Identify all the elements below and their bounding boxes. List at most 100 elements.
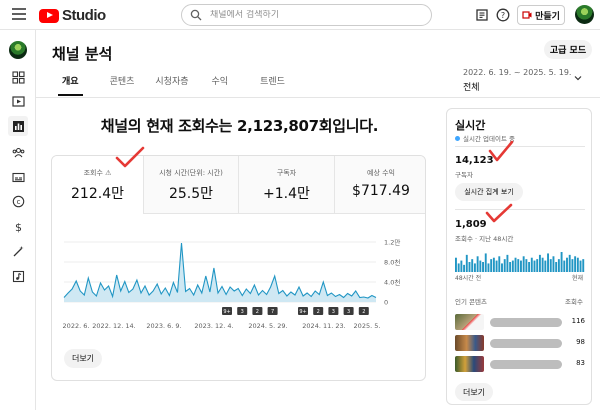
popular-item[interactable]: 83 bbox=[455, 356, 585, 372]
metric-value: 212.4만 bbox=[71, 186, 124, 202]
dashboard-icon bbox=[11, 70, 25, 84]
realtime-bar bbox=[476, 256, 479, 272]
checkmark-annotation-icon bbox=[485, 203, 513, 223]
realtime-bar bbox=[457, 263, 460, 272]
checkmark-annotation-icon bbox=[115, 146, 145, 168]
event-marker[interactable]: 9+ bbox=[222, 307, 232, 315]
search-box[interactable] bbox=[181, 4, 432, 26]
sidebar-item-content[interactable] bbox=[8, 91, 28, 111]
metric-tab-views[interactable]: 조회수 ⚠ 212.4만 bbox=[52, 156, 144, 214]
search-input[interactable] bbox=[210, 10, 410, 20]
chevron-down-icon[interactable] bbox=[574, 74, 582, 82]
y-tick-label: 4.0천 bbox=[384, 278, 400, 287]
tab-audience[interactable]: 시청자층 bbox=[155, 77, 189, 87]
sidebar: c $ bbox=[0, 30, 36, 410]
sidebar-item-copyright[interactable]: c bbox=[8, 191, 28, 211]
metric-label: 시청 시간(단위: 시간) bbox=[159, 169, 223, 177]
sidebar-item-subtitles[interactable] bbox=[8, 167, 28, 187]
realtime-bar bbox=[568, 254, 571, 272]
event-marker[interactable]: 3 bbox=[237, 307, 248, 315]
x-tick-label: 2022. 12. 14. bbox=[92, 322, 135, 330]
live-count-button[interactable]: 실시간 집계 보기 bbox=[455, 183, 523, 201]
account-avatar[interactable] bbox=[575, 5, 594, 24]
tab-overview[interactable]: 개요 bbox=[58, 74, 83, 96]
tab-content[interactable]: 콘텐츠 bbox=[109, 77, 135, 87]
tab-revenue[interactable]: 수익 bbox=[211, 77, 229, 87]
realtime-more-button[interactable]: 더보기 bbox=[455, 383, 493, 401]
realtime-bar bbox=[538, 254, 541, 272]
event-marker[interactable]: 2 bbox=[358, 307, 369, 315]
youtube-play-icon bbox=[39, 8, 59, 23]
svg-text:2: 2 bbox=[256, 309, 259, 315]
popular-views-header: 조회수 bbox=[565, 298, 583, 306]
sidebar-item-audio-library[interactable] bbox=[8, 266, 28, 286]
event-marker[interactable]: 3 bbox=[343, 307, 354, 315]
x-tick-label: 2023. 12. 4. bbox=[194, 322, 233, 330]
sidebar-item-customization[interactable] bbox=[8, 241, 28, 261]
create-button[interactable]: 만들기 bbox=[517, 5, 565, 25]
monetization-icon: $ bbox=[15, 221, 22, 233]
channel-avatar[interactable] bbox=[9, 41, 27, 59]
metric-tab-watch-time[interactable]: 시청 시간(단위: 시간) 25.5만 bbox=[144, 156, 239, 214]
studio-logo[interactable]: Studio bbox=[39, 7, 106, 24]
realtime-bar bbox=[579, 260, 582, 272]
overview-more-button[interactable]: 더보기 bbox=[64, 349, 102, 368]
event-marker[interactable]: 2 bbox=[313, 307, 324, 315]
realtime-bar bbox=[492, 257, 495, 272]
views-48h-label: 조회수 · 지난 48시간 bbox=[455, 235, 514, 243]
date-range-label[interactable]: 전체 bbox=[463, 83, 480, 93]
copyright-icon: c bbox=[12, 195, 24, 207]
realtime-bar bbox=[520, 260, 522, 272]
metric-tab-revenue[interactable]: 예상 수익 $717.49 bbox=[335, 156, 425, 214]
sidebar-item-community[interactable] bbox=[8, 142, 28, 162]
event-marker[interactable]: 3 bbox=[328, 307, 339, 315]
top-bar: Studio ? 만들기 bbox=[0, 0, 600, 30]
realtime-bar bbox=[533, 260, 536, 272]
divider bbox=[455, 209, 585, 210]
date-range[interactable]: 2022. 6. 19. ~ 2025. 5. 19. bbox=[463, 68, 572, 77]
realtime-bar bbox=[482, 262, 484, 272]
event-marker[interactable]: 7 bbox=[267, 307, 278, 315]
realtime-bar bbox=[536, 259, 539, 272]
metric-value: $717.49 bbox=[352, 183, 410, 199]
create-label: 만들기 bbox=[535, 11, 560, 22]
svg-text:$: $ bbox=[15, 221, 22, 233]
sidebar-item-dashboard[interactable] bbox=[8, 67, 28, 87]
feedback-icon[interactable] bbox=[475, 8, 489, 22]
popular-views: 98 bbox=[576, 338, 585, 346]
analytics-tabs: 개요 콘텐츠 시청자층 수익 트렌드 bbox=[52, 74, 285, 96]
event-marker[interactable]: 9+ bbox=[298, 307, 308, 315]
realtime-bar bbox=[460, 260, 463, 272]
sidebar-item-analytics[interactable] bbox=[8, 116, 28, 136]
svg-text:3: 3 bbox=[241, 309, 244, 315]
realtime-bar bbox=[517, 259, 520, 272]
axis-left-label: 48시간 전 bbox=[455, 275, 482, 282]
realtime-bar bbox=[574, 256, 577, 272]
realtime-bar bbox=[528, 262, 531, 272]
metric-value: 25.5만 bbox=[168, 186, 214, 202]
advanced-mode-button[interactable]: 고급 모드 bbox=[544, 40, 592, 59]
popular-views: 83 bbox=[576, 359, 585, 367]
realtime-bar bbox=[455, 257, 457, 272]
svg-text:2: 2 bbox=[362, 309, 365, 315]
popular-item[interactable]: 116 bbox=[455, 314, 585, 330]
sidebar-item-monetization[interactable]: $ bbox=[8, 216, 28, 236]
logo-text: Studio bbox=[62, 7, 106, 24]
x-tick-label: 2025. 5. bbox=[354, 322, 381, 330]
views-chart[interactable]: 1.2만 8.0천 4.0천 0 9+ 3 2 7 9+ 2 3 3 2 2022. 6. 2022. 12… bbox=[62, 236, 422, 336]
redacted-title bbox=[490, 318, 562, 327]
subscriber-count: 14,123 bbox=[455, 155, 494, 166]
realtime-bar bbox=[566, 257, 568, 272]
popular-item[interactable]: 98 bbox=[455, 335, 585, 351]
menu-icon[interactable] bbox=[12, 8, 26, 20]
realtime-bar-chart[interactable] bbox=[455, 250, 585, 278]
realtime-bar bbox=[484, 253, 487, 272]
help-icon[interactable]: ? bbox=[496, 8, 510, 22]
tabs-divider bbox=[36, 97, 600, 98]
page-title: 채널 분석 bbox=[52, 45, 113, 63]
tab-trends[interactable]: 트렌드 bbox=[260, 77, 285, 87]
metric-tab-subscribers[interactable]: 구독자 +1.4만 bbox=[239, 156, 335, 214]
event-marker[interactable]: 2 bbox=[252, 307, 263, 315]
realtime-bar bbox=[495, 260, 498, 272]
realtime-bar bbox=[547, 253, 549, 272]
